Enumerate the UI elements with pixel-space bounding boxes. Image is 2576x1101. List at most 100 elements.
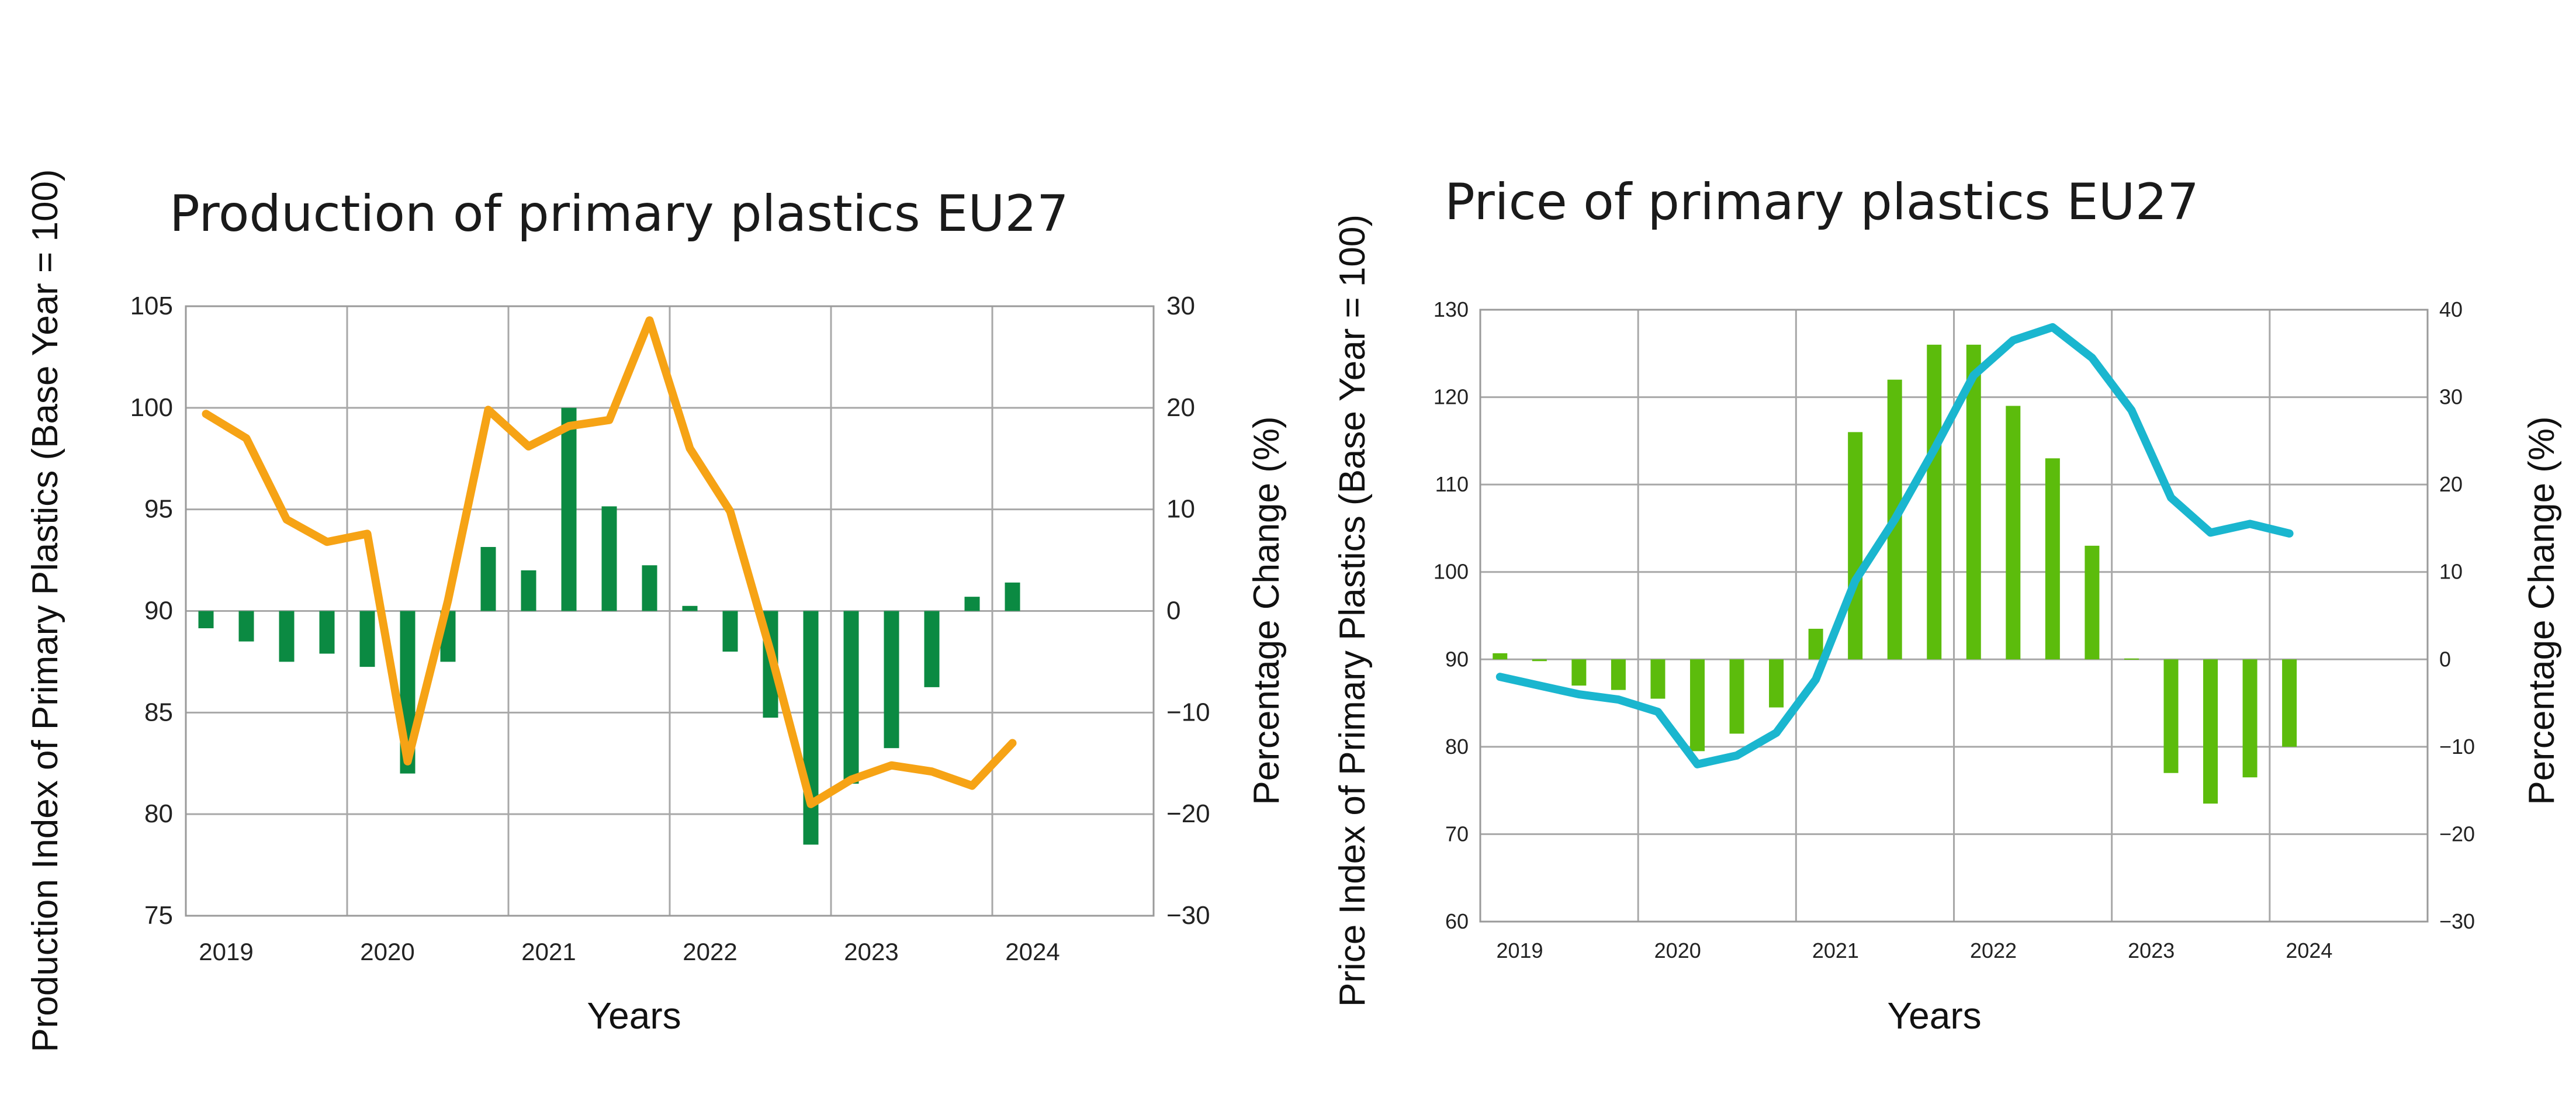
price-gridlines: [1480, 309, 2428, 923]
price-bar-18: [2163, 659, 2179, 773]
price-left-tick-6: 120: [1434, 385, 1469, 409]
price-bar-14: [2006, 406, 2021, 660]
price-left-tick-0: 60: [1445, 909, 1469, 933]
production-bar-18: [884, 611, 899, 749]
production-year-2019: 2019: [199, 938, 253, 965]
price-year-2023: 2023: [2128, 939, 2175, 962]
production-right-tick-3: 0: [1166, 597, 1180, 625]
production-left-tick-5: 100: [130, 393, 173, 422]
production-right-tick-0: −30: [1166, 901, 1210, 930]
price-right-tick-1: −20: [2439, 822, 2475, 846]
production-right-axis-label: Percentage Change (%): [1247, 416, 1287, 805]
production-index-line: [202, 316, 1017, 808]
price-bar-1: [1493, 653, 1508, 660]
production-year-2020: 2020: [360, 938, 414, 965]
price-year-2024: 2024: [2286, 939, 2332, 962]
price-bar-10: [1848, 432, 1863, 660]
production-chart: Production of primary plastics EU27 75 80…: [25, 169, 1287, 1052]
price-left-ticks: 60 70 80 90 100 110 120 130: [1434, 297, 1469, 933]
price-right-tick-3: 0: [2439, 647, 2451, 671]
production-bar-9: [521, 570, 536, 611]
production-year-2023: 2023: [844, 938, 898, 965]
price-right-tick-4: 10: [2439, 560, 2463, 584]
production-bar-10: [561, 407, 577, 611]
price-bar-9: [1808, 628, 1823, 660]
production-bar-20: [964, 597, 980, 611]
price-right-tick-7: 40: [2439, 297, 2463, 321]
production-right-tick-5: 20: [1166, 393, 1195, 422]
price-left-tick-2: 80: [1445, 735, 1469, 759]
price-bar-16: [2085, 545, 2100, 660]
price-bar-8: [1769, 659, 1784, 708]
production-bar-3: [279, 611, 295, 662]
price-plot-frame: [1479, 309, 2429, 923]
price-index-line: [1495, 323, 2294, 768]
price-right-axis-label: Percentage Change (%): [2522, 416, 2562, 805]
price-left-axis-label: Price Index of Primary Plastics (Base Ye…: [1332, 214, 1373, 1007]
production-left-tick-0: 75: [144, 901, 173, 930]
price-bar-20: [2242, 659, 2258, 778]
production-chart-title: Production of primary plastics EU27: [169, 185, 1069, 243]
production-bar-16: [803, 611, 819, 845]
production-x-axis-label: Years: [587, 995, 681, 1037]
price-bar-17: [2124, 658, 2139, 660]
price-right-tick-5: 20: [2439, 472, 2463, 496]
production-bar-2: [238, 611, 254, 642]
production-bar-4: [319, 611, 335, 654]
price-right-tick-6: 30: [2439, 385, 2463, 409]
price-year-ticks: 2019 2020 2021 2022 2023 2024: [1496, 939, 2332, 962]
price-bar-3: [1571, 659, 1587, 686]
production-right-ticks: −30 −20 −10 0 10 20 30: [1166, 292, 1210, 930]
production-year-2022: 2022: [683, 938, 737, 965]
price-chart: Price of primary plastics EU27 60 70 80 90 1…: [1332, 173, 2562, 1037]
production-bar-17: [843, 611, 859, 784]
production-right-tick-4: 10: [1166, 495, 1195, 524]
production-bar-21: [1005, 582, 1020, 611]
price-right-ticks: −30 −20 −10 0 10 20 30 40: [2439, 297, 2475, 933]
production-bar-8: [480, 546, 496, 611]
price-right-tick-0: −30: [2439, 909, 2475, 933]
price-left-tick-3: 90: [1445, 647, 1469, 671]
production-year-ticks: 2019 2020 2021 2022 2023 2024: [199, 938, 1060, 965]
production-bar-14: [722, 611, 738, 652]
price-bar-7: [1729, 659, 1744, 734]
production-year-2021: 2021: [521, 938, 576, 965]
production-bar-12: [642, 565, 657, 611]
price-left-tick-4: 100: [1434, 560, 1469, 584]
price-left-tick-7: 130: [1434, 297, 1469, 321]
price-bar-12: [1927, 344, 1942, 660]
production-bars: [198, 407, 1020, 845]
price-bar-5: [1650, 659, 1666, 699]
production-right-tick-2: −10: [1166, 698, 1210, 726]
production-left-tick-4: 95: [144, 495, 173, 524]
production-right-tick-1: −20: [1166, 799, 1210, 828]
production-left-tick-6: 105: [130, 292, 173, 320]
price-year-2020: 2020: [1654, 939, 1701, 962]
production-left-ticks: 75 80 85 90 95 100 105: [130, 292, 173, 930]
price-year-2021: 2021: [1812, 939, 1859, 962]
price-bar-15: [2045, 458, 2060, 660]
production-left-tick-2: 85: [144, 698, 173, 726]
production-plot-frame: [185, 305, 1155, 917]
price-bar-6: [1689, 659, 1705, 752]
price-bar-19: [2203, 659, 2218, 804]
price-bar-13: [1966, 344, 1981, 660]
production-bar-13: [682, 605, 698, 611]
production-bar-5: [359, 611, 375, 667]
production-bar-11: [601, 506, 617, 611]
production-right-tick-6: 30: [1166, 292, 1195, 320]
price-left-tick-5: 110: [1435, 472, 1469, 496]
production-left-axis-label: Production Index of Primary Plastics (Ba…: [25, 169, 65, 1052]
price-chart-title: Price of primary plastics EU27: [1445, 173, 2199, 231]
price-bar-4: [1611, 659, 1626, 690]
production-bar-19: [924, 611, 940, 687]
production-left-tick-3: 90: [144, 597, 173, 625]
price-bar-2: [1532, 659, 1547, 662]
price-year-2019: 2019: [1496, 939, 1543, 962]
price-right-tick-2: −10: [2439, 735, 2475, 759]
price-year-2022: 2022: [1970, 939, 2017, 962]
price-bars: [1493, 344, 2297, 804]
production-year-2024: 2024: [1005, 938, 1060, 965]
price-bar-21: [2282, 659, 2297, 747]
